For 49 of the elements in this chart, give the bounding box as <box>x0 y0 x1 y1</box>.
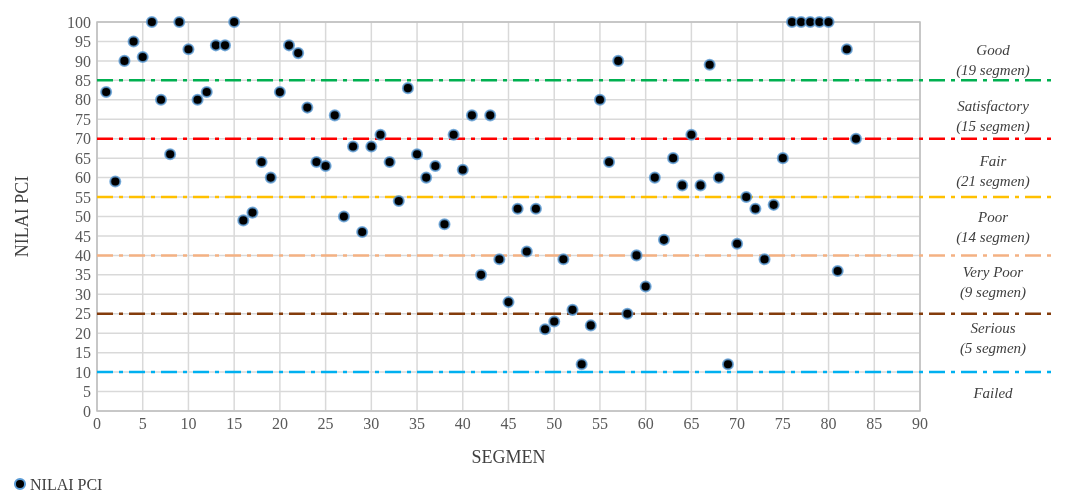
y-tick-label: 25 <box>75 305 91 323</box>
x-tick-label: 65 <box>683 415 700 432</box>
y-tick-label: 30 <box>75 285 91 303</box>
x-tick-label: 80 <box>820 415 837 432</box>
y-tick-label: 45 <box>75 227 91 245</box>
y-tick-label: 20 <box>75 324 91 342</box>
y-tick-label: 50 <box>75 208 91 226</box>
text: Fair (21 segmen) <box>956 153 1030 191</box>
x-tick-label: 10 <box>180 415 197 432</box>
x-tick-label: 30 <box>363 415 380 432</box>
y-tick-label: 0 <box>83 402 91 420</box>
x-tick-label: 90 <box>912 415 928 432</box>
y-tick-label: 80 <box>75 91 91 109</box>
y-tick-label: 15 <box>75 344 91 362</box>
x-tick-label: 15 <box>226 415 243 432</box>
y-tick-label: 55 <box>75 188 91 206</box>
y-tick-label: 100 <box>67 13 91 31</box>
x-tick-label: 35 <box>409 415 426 432</box>
x-tick-label: 45 <box>500 415 517 432</box>
y-tick-label: 65 <box>75 149 91 167</box>
y-tick-label: 75 <box>75 110 91 128</box>
text: Satisfactory (15 segmen) <box>956 97 1030 135</box>
y-tick-label: 5 <box>83 383 91 401</box>
text: Good (19 segmen) <box>956 42 1030 80</box>
text: Serious (5 segmen) <box>959 319 1027 357</box>
y-tick-label: 35 <box>75 266 91 284</box>
y-tick-label: 95 <box>75 33 91 51</box>
y-tick-label: 90 <box>75 52 91 70</box>
x-tick-label: 5 <box>138 415 147 432</box>
x-tick-label: 20 <box>271 415 288 432</box>
legend-label: NILAI PCI <box>30 475 103 493</box>
y-tick-label: 70 <box>75 130 91 148</box>
text: Failed <box>972 385 1014 402</box>
y-axis-title: NILAI PCI <box>12 175 32 258</box>
x-tick-label: 25 <box>317 415 334 432</box>
x-tick-label: 85 <box>866 415 883 432</box>
text: Poor (14 segmen) <box>956 208 1030 246</box>
x-tick-label: 40 <box>454 415 471 432</box>
y-tick-label: 40 <box>75 247 91 264</box>
text: Very Poor (9 segmen) <box>959 264 1027 302</box>
x-tick-label: 60 <box>637 415 654 432</box>
x-tick-label: 50 <box>546 415 563 432</box>
x-tick-label: 55 <box>591 415 608 432</box>
x-tick-label: 75 <box>774 415 791 432</box>
y-tick-label: 10 <box>75 363 91 381</box>
x-axis-title: SEGMEN <box>471 447 546 467</box>
y-tick-label: 60 <box>75 169 91 187</box>
y-tick-label: 85 <box>75 71 91 89</box>
x-tick-label: 70 <box>729 415 746 432</box>
